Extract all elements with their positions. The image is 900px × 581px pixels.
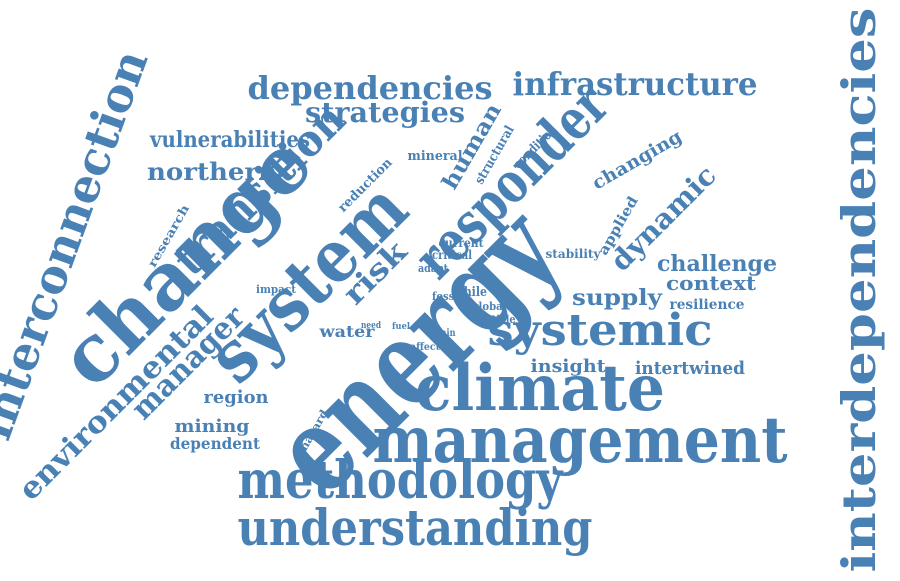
word-northern: northern: [147, 157, 277, 186]
word-resilience: resilience: [670, 297, 745, 313]
word-current: current: [439, 236, 484, 250]
word-climate: climate: [415, 351, 665, 426]
word-adapt: adapt: [418, 262, 449, 275]
word-mining: mining: [175, 416, 250, 437]
word-interdependencies: interdependencies: [832, 8, 886, 573]
word-management: management: [373, 403, 788, 478]
word-infrastructure: infrastructure: [513, 65, 758, 103]
word-affect: affect: [410, 342, 440, 353]
word-challenge: challenge: [657, 251, 777, 277]
word-strategies: strategies: [305, 96, 465, 129]
word-chain: chain: [431, 328, 457, 339]
word-stability: stability: [546, 247, 602, 261]
word-methodology: methodology: [238, 450, 565, 511]
word-impact: impact: [256, 283, 297, 296]
word-global: global: [472, 300, 507, 313]
word-vulnerabilities: vulnerabilities: [149, 127, 310, 153]
word-insight: insight: [531, 356, 607, 377]
word-region: region: [204, 387, 269, 408]
word-mineral: mineral: [408, 149, 463, 164]
word-intertwined: intertwined: [635, 358, 745, 379]
word-dependencies: dependencies: [248, 69, 493, 107]
word-chile: chile: [457, 285, 487, 300]
word-need: need: [361, 321, 382, 331]
word-fossil: fossil: [432, 290, 462, 303]
word-dependent: dependent: [170, 434, 261, 453]
word-understanding: understanding: [238, 498, 593, 557]
word-critical: critical: [432, 248, 472, 262]
word-article: article: [481, 313, 516, 326]
word-water: water: [318, 322, 375, 341]
word-supply: supply: [572, 285, 663, 311]
word-systemic: systemic: [488, 305, 713, 356]
word-fuel: fuel: [392, 322, 411, 332]
word-context: context: [666, 271, 757, 295]
